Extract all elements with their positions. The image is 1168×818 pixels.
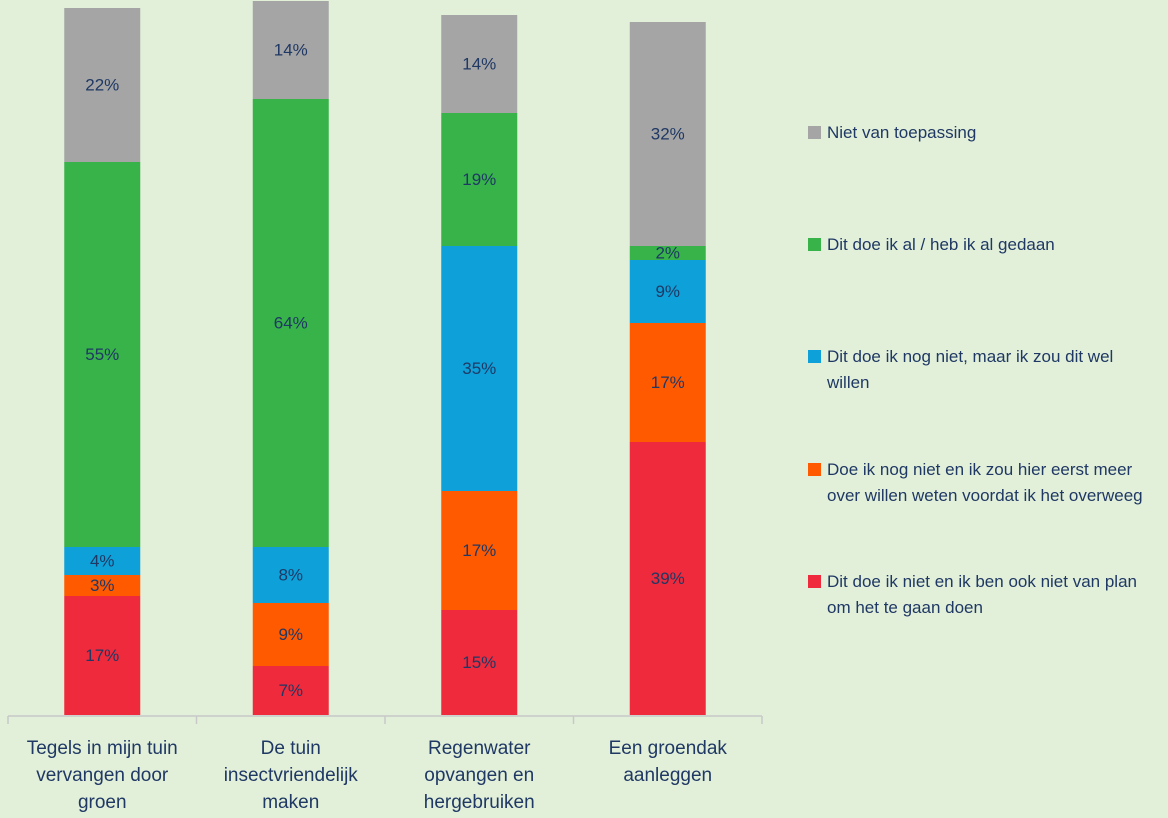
legend-swatch	[808, 126, 821, 139]
data-label: 17%	[85, 646, 119, 665]
bar-segment	[441, 491, 518, 610]
bar-segment	[252, 99, 329, 547]
data-label: 14%	[462, 54, 496, 73]
legend-item: Doe ik nog niet en ik zou hier eerst mee…	[808, 457, 1158, 509]
legend-swatch	[808, 463, 821, 476]
bar-segment	[441, 113, 518, 246]
bar-segment	[64, 8, 141, 162]
bar-segment	[252, 603, 329, 666]
data-label: 19%	[462, 170, 496, 189]
bar-segment	[441, 15, 518, 113]
data-label: 32%	[651, 124, 685, 143]
data-label: 15%	[462, 653, 496, 672]
data-label: 55%	[85, 345, 119, 364]
bar-segment	[64, 547, 141, 575]
data-label: 2%	[655, 243, 680, 262]
bar-segment	[441, 246, 518, 491]
data-label: 17%	[462, 541, 496, 560]
data-label: 3%	[90, 576, 115, 595]
legend-label: Dit doe ik niet en ik ben ook niet van p…	[827, 572, 1137, 617]
legend-label: Dit doe ik al / heb ik al gedaan	[827, 235, 1055, 254]
bar-segment	[629, 442, 706, 715]
bar-segment	[64, 596, 141, 715]
data-label: 8%	[278, 565, 303, 584]
bar-segment	[629, 246, 706, 260]
legend-item: Niet van toepassing	[808, 120, 1158, 146]
bar-segment	[629, 323, 706, 442]
legend-label: Dit doe ik nog niet, maar ik zou dit wel…	[827, 347, 1114, 392]
data-label: 35%	[462, 359, 496, 378]
data-label: 22%	[85, 75, 119, 94]
bar-segment	[252, 547, 329, 603]
bar-segment	[64, 575, 141, 596]
data-label: 39%	[651, 569, 685, 588]
bar-segment	[252, 666, 329, 715]
x-tick-label: Regenwater opvangen en hergebruiken	[423, 738, 535, 813]
legend-label: Niet van toepassing	[827, 123, 977, 142]
x-tick-label: Tegels in mijn tuin vervangen door groen	[26, 738, 178, 813]
bar-segment	[252, 1, 329, 99]
data-label: 64%	[274, 313, 308, 332]
legend-item: Dit doe ik niet en ik ben ook niet van p…	[808, 569, 1158, 621]
legend-label: Doe ik nog niet en ik zou hier eerst mee…	[827, 460, 1143, 505]
data-label: 7%	[278, 681, 303, 700]
bar-segment	[64, 162, 141, 547]
data-label: 17%	[651, 373, 685, 392]
bar-segment	[629, 22, 706, 246]
x-tick-label: De tuin insectvriendelijk maken	[223, 738, 358, 813]
legend-item: Dit doe ik al / heb ik al gedaan	[808, 232, 1158, 258]
legend-item: Dit doe ik nog niet, maar ik zou dit wel…	[808, 344, 1158, 396]
data-label: 14%	[274, 40, 308, 59]
bar-segment	[629, 260, 706, 323]
data-label: 9%	[655, 282, 680, 301]
data-label: 4%	[90, 551, 115, 570]
x-tick-label: Een groendak aanleggen	[608, 738, 727, 786]
bar-segment	[441, 610, 518, 715]
legend-swatch	[808, 350, 821, 363]
legend-swatch	[808, 238, 821, 251]
data-label: 9%	[278, 625, 303, 644]
legend-swatch	[808, 575, 821, 588]
